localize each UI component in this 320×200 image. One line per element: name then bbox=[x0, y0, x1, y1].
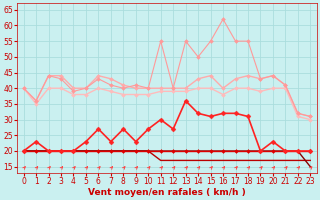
X-axis label: Vent moyen/en rafales ( km/h ): Vent moyen/en rafales ( km/h ) bbox=[88, 188, 246, 197]
